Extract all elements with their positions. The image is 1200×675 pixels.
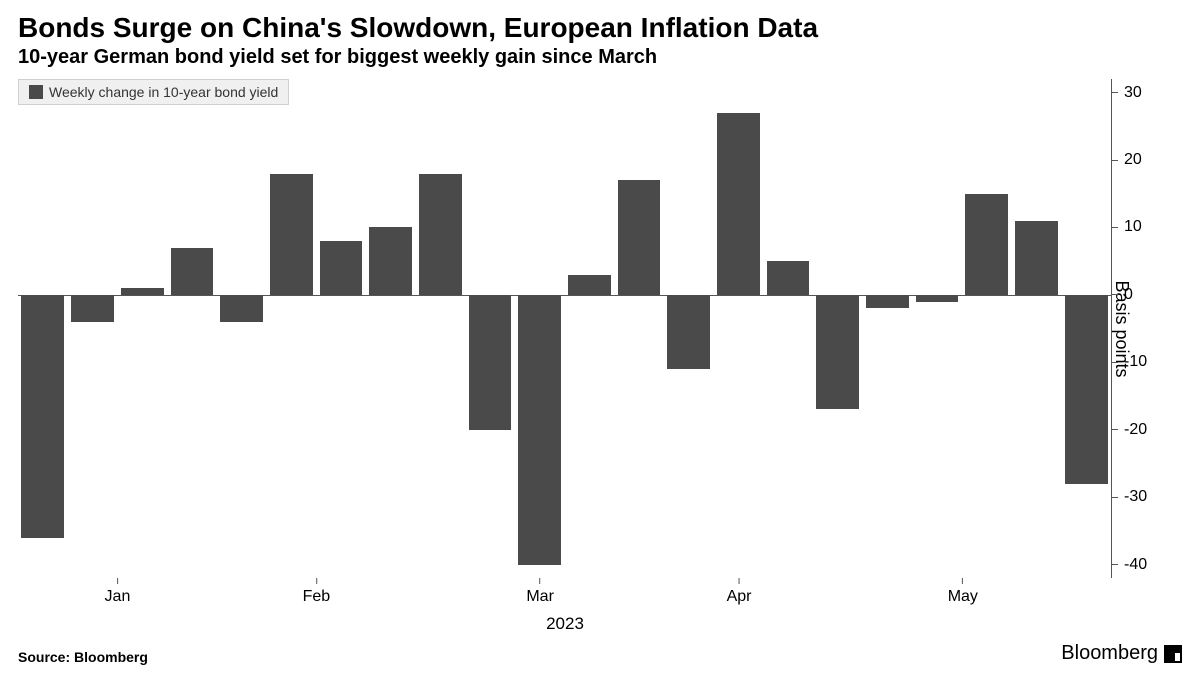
chart-subtitle: 10-year German bond yield set for bigges… xyxy=(18,46,1182,69)
x-tick-mark xyxy=(316,578,317,584)
x-tick: Apr xyxy=(727,578,752,606)
legend-label: Weekly change in 10-year bond yield xyxy=(49,84,278,100)
bar xyxy=(717,113,760,295)
x-tick-label: Mar xyxy=(526,588,554,606)
y-tick: -10 xyxy=(1112,353,1147,371)
bar xyxy=(121,288,164,295)
bar xyxy=(965,194,1008,295)
bar xyxy=(21,295,64,538)
x-tick-label: May xyxy=(948,588,978,606)
y-tick-label: 10 xyxy=(1124,218,1142,236)
bar xyxy=(1065,295,1108,484)
y-tick-mark xyxy=(1112,429,1118,430)
brand: Bloomberg xyxy=(1061,642,1182,665)
y-tick-mark xyxy=(1112,362,1118,363)
bar xyxy=(469,295,512,430)
y-tick-mark xyxy=(1112,92,1118,93)
y-axis: Basis points -40-30-20-100102030 xyxy=(1112,79,1182,578)
x-tick-mark xyxy=(962,578,963,584)
y-tick-label: -30 xyxy=(1124,488,1147,506)
brand-text: Bloomberg xyxy=(1061,642,1158,665)
y-tick-mark xyxy=(1112,497,1118,498)
source-text: Source: Bloomberg xyxy=(18,649,148,665)
bar xyxy=(568,275,611,295)
bar xyxy=(171,248,214,295)
bar xyxy=(419,174,462,295)
y-tick: -30 xyxy=(1112,488,1147,506)
y-tick-mark xyxy=(1112,294,1118,295)
y-tick-label: 30 xyxy=(1124,84,1142,102)
y-tick-label: -20 xyxy=(1124,421,1147,439)
x-axis-title: 2023 xyxy=(546,614,584,634)
x-tick: May xyxy=(948,578,978,606)
bar xyxy=(618,180,661,295)
y-tick: -40 xyxy=(1112,556,1147,574)
bar xyxy=(1015,221,1058,295)
legend-swatch xyxy=(29,85,43,99)
bar xyxy=(667,295,710,369)
plot-region xyxy=(18,79,1112,578)
y-tick-mark xyxy=(1112,564,1118,565)
bar xyxy=(369,227,412,294)
y-tick-mark xyxy=(1112,227,1118,228)
bar xyxy=(767,261,810,295)
y-tick: 30 xyxy=(1112,84,1142,102)
bars-container xyxy=(18,79,1111,578)
x-axis: 2023 Jan Feb Mar Apr May xyxy=(18,578,1112,638)
x-tick-mark xyxy=(117,578,118,584)
x-tick-label: Jan xyxy=(105,588,131,606)
x-tick-mark xyxy=(739,578,740,584)
bar xyxy=(518,295,561,565)
x-tick-label: Feb xyxy=(303,588,331,606)
x-tick-mark xyxy=(540,578,541,584)
y-tick-mark xyxy=(1112,160,1118,161)
bar xyxy=(71,295,114,322)
x-tick-label: Apr xyxy=(727,588,752,606)
bar xyxy=(270,174,313,295)
bar xyxy=(220,295,263,322)
y-tick: 0 xyxy=(1112,286,1133,304)
y-tick: -20 xyxy=(1112,421,1147,439)
y-tick: 10 xyxy=(1112,218,1142,236)
y-tick-label: -10 xyxy=(1124,353,1147,371)
y-tick-label: 20 xyxy=(1124,151,1142,169)
chart-area: Weekly change in 10-year bond yield Basi… xyxy=(18,79,1182,638)
bar xyxy=(916,295,959,302)
legend: Weekly change in 10-year bond yield xyxy=(18,79,289,105)
x-tick: Feb xyxy=(303,578,331,606)
brand-icon xyxy=(1164,645,1182,663)
chart-title: Bonds Surge on China's Slowdown, Europea… xyxy=(18,12,1182,44)
x-tick: Mar xyxy=(526,578,554,606)
y-tick-label: -40 xyxy=(1124,556,1147,574)
y-tick: 20 xyxy=(1112,151,1142,169)
bar xyxy=(866,295,909,308)
bar xyxy=(816,295,859,410)
bar xyxy=(320,241,363,295)
x-tick: Jan xyxy=(105,578,131,606)
y-tick-label: 0 xyxy=(1124,286,1133,304)
